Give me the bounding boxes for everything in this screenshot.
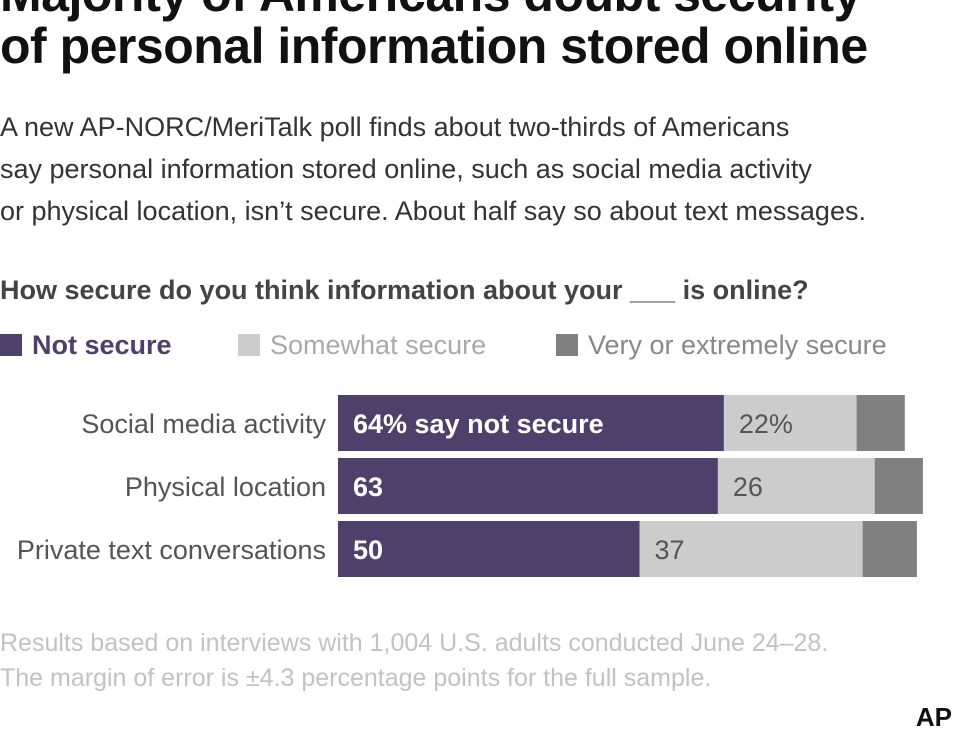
legend-label-not-secure: Not secure: [32, 329, 172, 360]
legend-label-very-secure: Very or extremely secure: [588, 329, 887, 360]
footnote-line: Results based on interviews with 1,004 U…: [0, 629, 829, 657]
chart-title-line: Majority of Americans doubt security: [0, 0, 966, 20]
legend-swatch-very-secure: [556, 334, 578, 356]
bar-physical-location-somewhat-secure: [717, 458, 875, 514]
category-label-physical-location: Physical location: [125, 472, 326, 502]
category-label-social-media-activity: Social media activity: [81, 409, 326, 439]
bar-private-text-conversations-not-secure: [338, 521, 640, 577]
data-label-social-media-activity-somewhat-secure: 22%: [739, 409, 793, 439]
subtitle-line: A new AP-NORC/MeriTalk poll finds about …: [0, 112, 790, 142]
chart-subtitle: A new AP-NORC/MeriTalk poll finds about …: [0, 106, 966, 232]
bar-social-media-activity-somewhat-secure: [723, 395, 857, 451]
bar-physical-location-not-secure: [338, 458, 718, 514]
legend-item-not-secure: Not secure: [0, 327, 172, 363]
legend-label-somewhat-secure: Somewhat secure: [270, 329, 487, 360]
data-label-social-media-activity-not-secure: 64% say not secure: [353, 409, 604, 439]
legend-item-somewhat-secure: Somewhat secure: [238, 327, 486, 363]
footnote-line: The margin of error is ±4.3 percentage p…: [0, 664, 712, 692]
chart-footnote: Results based on interviews with 1,004 U…: [0, 626, 828, 696]
category-label-private-text-conversations: Private text conversations: [17, 535, 326, 565]
ap-credit: AP: [915, 702, 952, 732]
chart-legend: Not secure Somewhat secure Very or extre…: [0, 327, 966, 363]
legend-swatch-not-secure: [0, 334, 22, 356]
bar-private-text-conversations-very-or-extremely-secure: [862, 521, 917, 577]
survey-question: How secure do you think information abou…: [0, 275, 809, 305]
data-label-physical-location-somewhat-secure: 26: [733, 472, 763, 502]
subtitle-line: or physical location, isn’t secure. Abou…: [0, 196, 866, 226]
bar-physical-location-very-or-extremely-secure: [874, 458, 923, 514]
bar-private-text-conversations-somewhat-secure: [639, 521, 863, 577]
bar-social-media-activity-not-secure: [338, 395, 724, 451]
data-label-physical-location-not-secure: 63: [353, 472, 383, 502]
stacked-bar-chart: Social media activity 64% say not secure 2…: [17, 395, 923, 577]
legend-item-very-secure: Very or extremely secure: [556, 327, 887, 363]
subtitle-line: say personal information stored online, …: [0, 154, 812, 184]
chart-title: Majority of Americans doubt security of …: [0, 0, 966, 72]
bar-social-media-activity-very-or-extremely-secure: [856, 395, 905, 451]
data-label-private-text-conversations-somewhat-secure: 37: [655, 535, 685, 565]
data-label-private-text-conversations-not-secure: 50: [353, 535, 383, 565]
legend-swatch-somewhat-secure: [238, 334, 260, 356]
chart-title-line: of personal information stored online: [0, 18, 868, 74]
